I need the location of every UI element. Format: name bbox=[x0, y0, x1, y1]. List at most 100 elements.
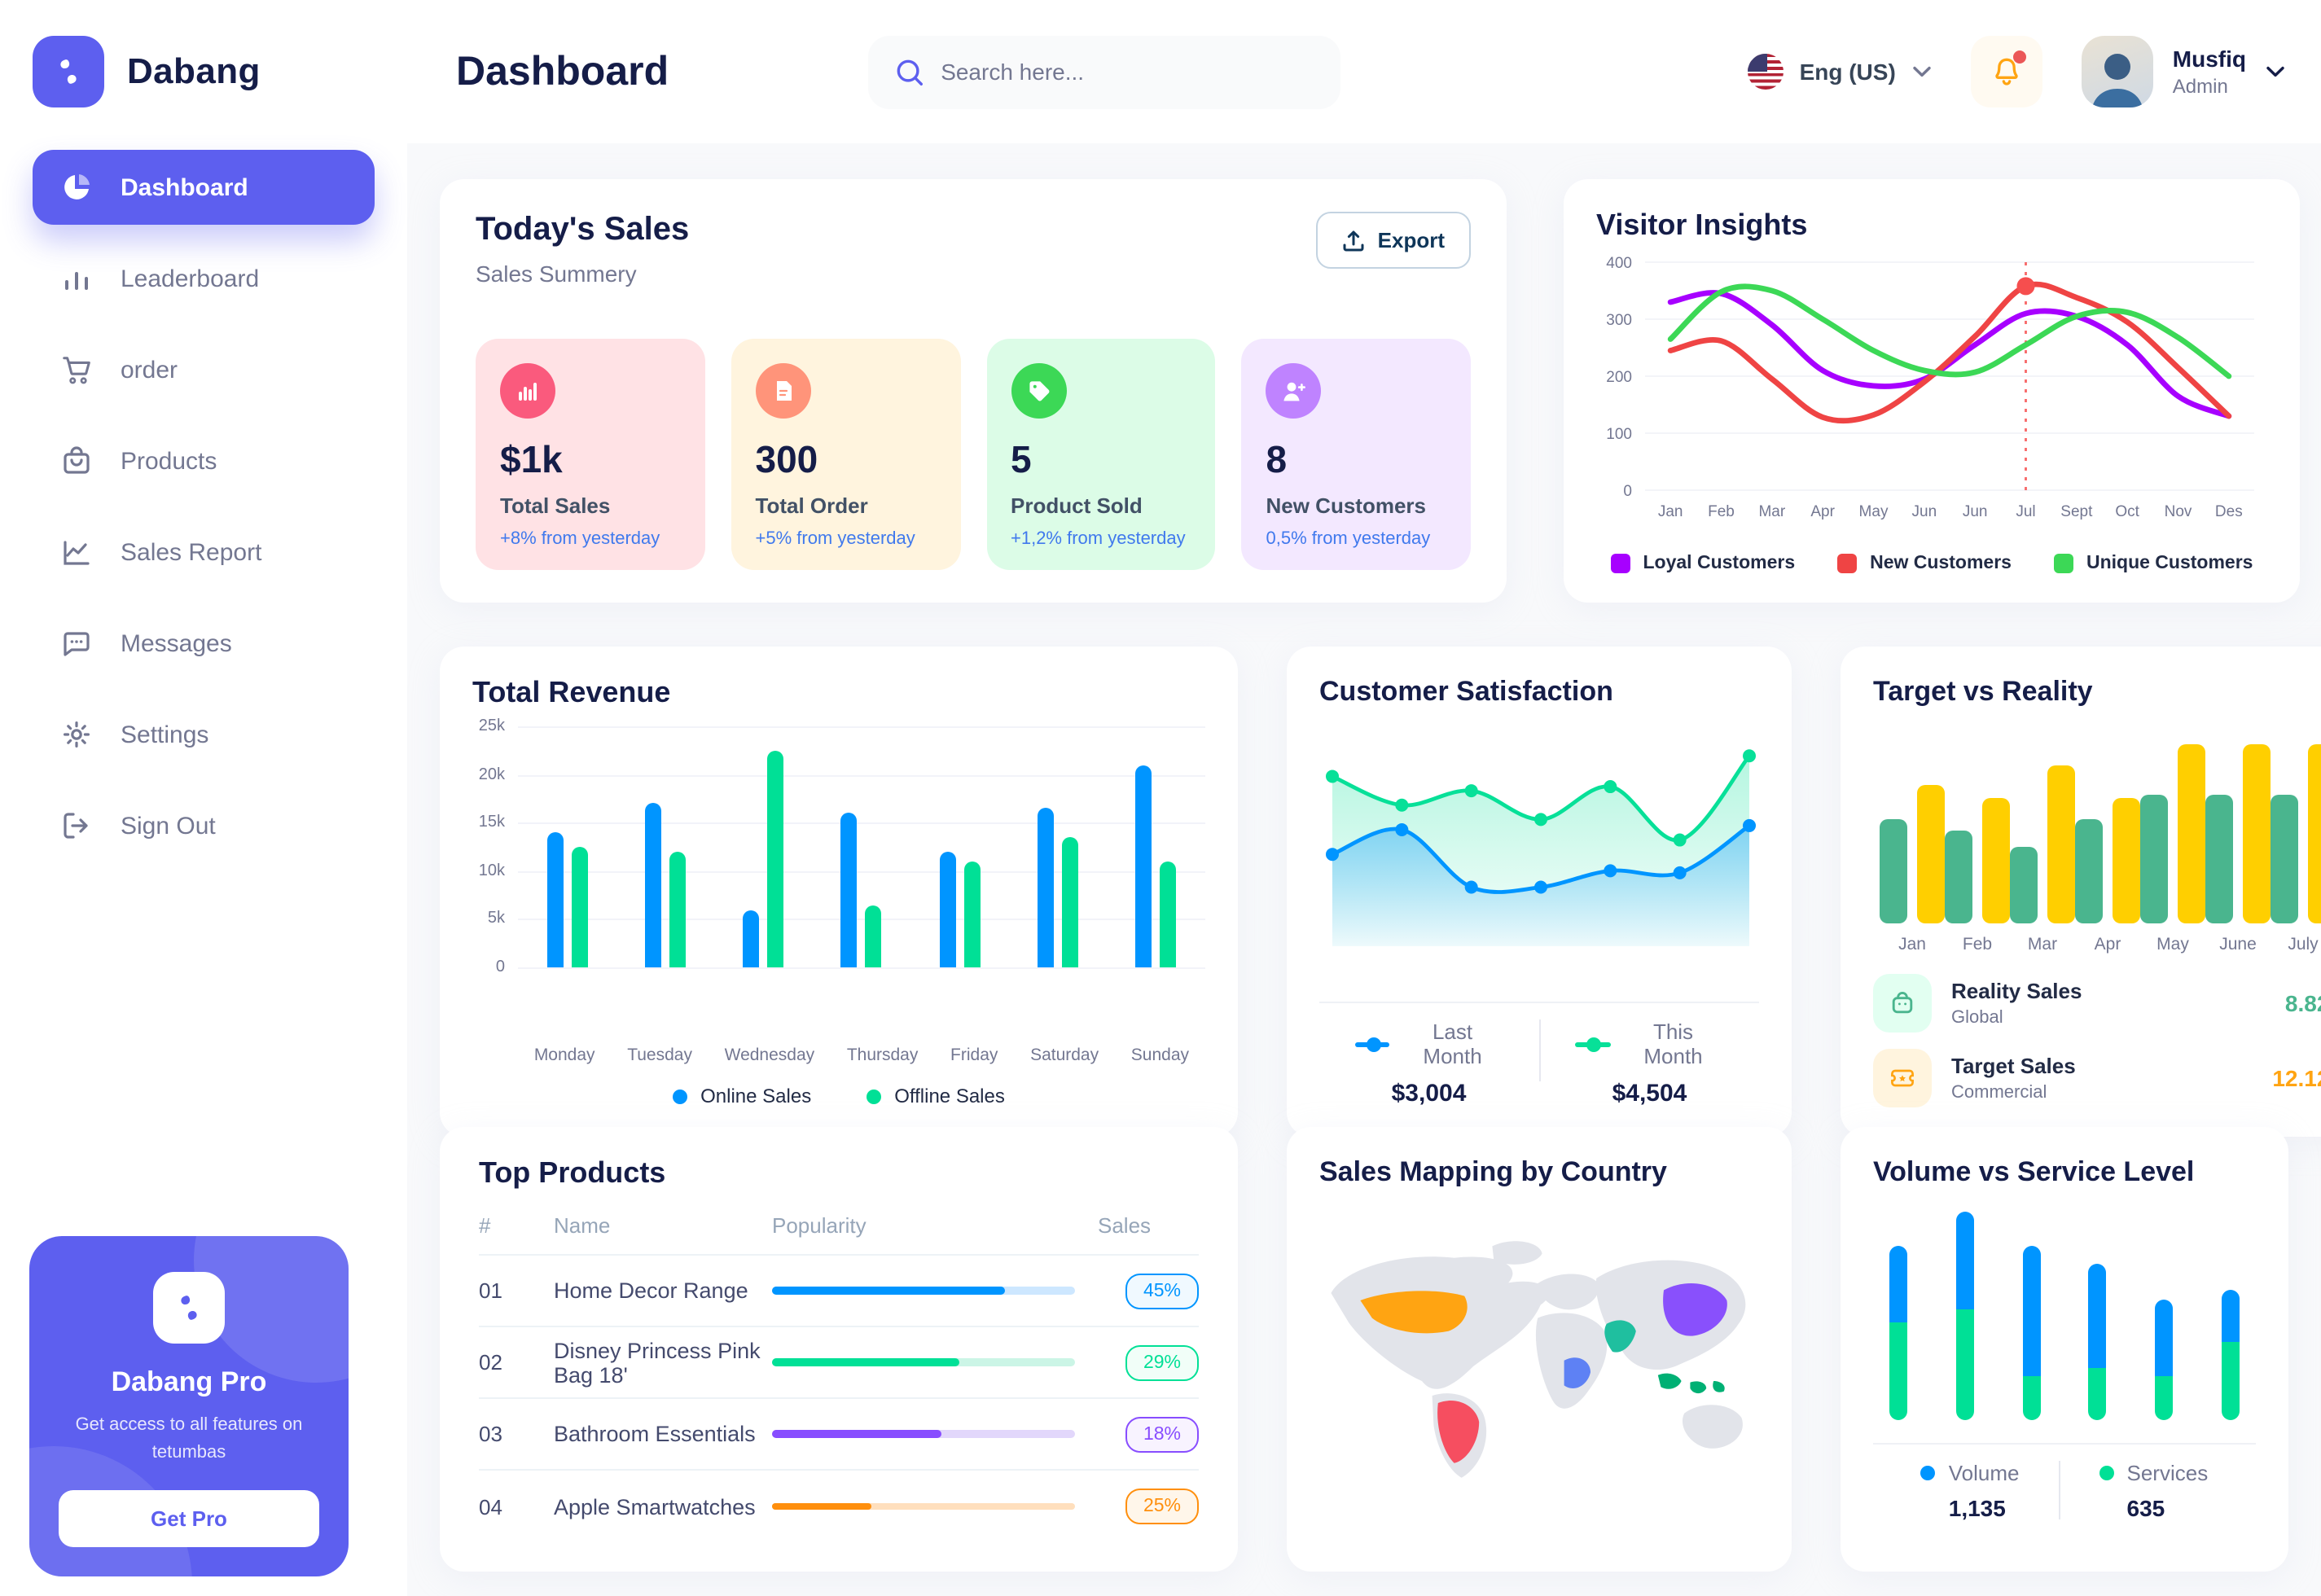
stacked-bar bbox=[2221, 1289, 2240, 1420]
top-products-card: Top Products # Name Popularity Sales 01 … bbox=[440, 1127, 1238, 1572]
pro-title: Dabang Pro bbox=[111, 1366, 267, 1397]
revenue-bar bbox=[743, 910, 760, 967]
legend-item: This Month $4,504 bbox=[1540, 1019, 1759, 1107]
get-pro-button[interactable]: Get Pro bbox=[59, 1490, 319, 1547]
chevron-down-icon bbox=[1913, 66, 1931, 77]
pro-upsell-card: Dabang Pro Get access to all features on… bbox=[29, 1235, 349, 1576]
svg-text:300: 300 bbox=[1606, 312, 1632, 329]
dabang-pro-logo-icon bbox=[153, 1271, 225, 1344]
cart-icon bbox=[59, 352, 94, 388]
revenue-bar bbox=[963, 861, 981, 967]
avatar bbox=[2081, 36, 2153, 107]
revenue-bar bbox=[1135, 765, 1152, 967]
stacked-bar bbox=[1955, 1212, 1974, 1420]
sidebar-item-order[interactable]: order bbox=[33, 332, 375, 407]
map-country-congo bbox=[1564, 1357, 1590, 1388]
stat-label: Product Sold bbox=[1011, 493, 1143, 518]
svg-text:Sept: Sept bbox=[2060, 503, 2093, 520]
receipt-icon bbox=[755, 363, 811, 419]
visitor-insights-legend: Loyal Customers New Customers Unique Custo… bbox=[1596, 554, 2267, 573]
target-vs-reality-xaxis: Jan Feb Mar Apr May June July bbox=[1898, 935, 2319, 954]
user-name: Musfiq bbox=[2172, 46, 2246, 72]
todays-sales-card: Today's Sales Sales Summery Export $1k T… bbox=[440, 179, 1507, 603]
svg-text:200: 200 bbox=[1606, 369, 1632, 386]
stat-delta: +5% from yesterday bbox=[755, 529, 915, 549]
message-icon bbox=[59, 625, 94, 661]
sidebar-item-sales-report[interactable]: Sales Report bbox=[33, 515, 375, 590]
target-bar bbox=[2205, 795, 2233, 923]
top-products-header: # Name Popularity Sales bbox=[479, 1213, 1199, 1256]
ticket-icon bbox=[1873, 1049, 1932, 1107]
sidebar-item-leaderboard[interactable]: Leaderboard bbox=[33, 241, 375, 316]
total-revenue-legend: Online Sales Offline Sales bbox=[472, 1085, 1205, 1107]
visitor-insights-chart: 0 100 200 300 400 Jan Feb Mar Apr May Jun Jun Jul Sep… bbox=[1596, 249, 2267, 550]
stat-card-product-sold: 5 Product Sold +1,2% from yesterday bbox=[986, 339, 1216, 570]
svg-text:Jun: Jun bbox=[1963, 503, 1988, 520]
language-label: Eng (US) bbox=[1799, 59, 1896, 85]
svg-text:400: 400 bbox=[1606, 255, 1632, 272]
sidebar-item-products[interactable]: Products bbox=[33, 423, 375, 498]
volume-vs-service-legend: Volume 1,135 Services 635 bbox=[1873, 1461, 2256, 1521]
todays-sales-subtitle: Sales Summery bbox=[476, 261, 637, 287]
visitor-insights-title: Visitor Insights bbox=[1596, 208, 1808, 241]
target-bar bbox=[2308, 743, 2321, 923]
user-menu[interactable]: Musfiq Admin bbox=[2081, 36, 2285, 107]
sales-mapping-title: Sales Mapping by Country bbox=[1319, 1156, 1667, 1187]
sales-badge: 29% bbox=[1125, 1344, 1199, 1380]
map-country-brazil bbox=[1437, 1400, 1480, 1462]
export-button[interactable]: Export bbox=[1315, 212, 1471, 269]
target-bar bbox=[2113, 797, 2140, 923]
stat-delta: +1,2% from yesterday bbox=[1011, 529, 1186, 549]
world-map bbox=[1319, 1189, 1759, 1542]
sales-badge: 25% bbox=[1125, 1489, 1199, 1524]
top-products-rows: 01 Home Decor Range 45% 02 Disney Princes… bbox=[479, 1256, 1199, 1542]
stacked-bar bbox=[2022, 1246, 2041, 1420]
notification-dot bbox=[2012, 50, 2026, 64]
legend-item: Unique Customers bbox=[2053, 554, 2253, 573]
notification-bell-button[interactable] bbox=[1970, 36, 2042, 107]
sidebar-item-settings[interactable]: Settings bbox=[33, 697, 375, 772]
stat-label: Total Order bbox=[755, 493, 868, 518]
user-role: Admin bbox=[2172, 75, 2228, 98]
volume-vs-service-title: Volume vs Service Level bbox=[1873, 1156, 2195, 1187]
bell-icon bbox=[1995, 58, 2018, 86]
stat-card-total-order: 300 Total Order +5% from yesterday bbox=[731, 339, 960, 570]
customer-satisfaction-chart bbox=[1319, 715, 1759, 992]
visitor-insights-card: Visitor Insights 0 100 200 300 400 Jan Feb Mar A… bbox=[1564, 179, 2300, 603]
target-bar bbox=[2047, 765, 2075, 923]
stat-cards: $1k Total Sales +8% from yesterday 300 T… bbox=[476, 339, 1471, 570]
tag-icon bbox=[1011, 363, 1066, 419]
volume-vs-service-chart bbox=[1873, 1212, 2256, 1420]
language-selector[interactable]: Eng (US) bbox=[1747, 54, 1932, 90]
pie-chart-icon bbox=[59, 169, 94, 205]
stat-label: Total Sales bbox=[500, 493, 611, 518]
stat-delta: 0,5% from yesterday bbox=[1266, 529, 1431, 549]
target-bar bbox=[2140, 795, 2168, 923]
revenue-bar bbox=[1038, 808, 1055, 967]
revenue-bar bbox=[1062, 837, 1079, 967]
search-input[interactable] bbox=[941, 59, 1314, 85]
map-country-china bbox=[1663, 1282, 1727, 1335]
sidebar-item-sign-out[interactable]: Sign Out bbox=[33, 788, 375, 863]
customer-satisfaction-title: Customer Satisfaction bbox=[1319, 676, 1613, 707]
bar-chart-icon bbox=[59, 261, 94, 296]
revenue-bar bbox=[571, 847, 588, 967]
customer-satisfaction-legend: Last Month $3,004 This Month $4,504 bbox=[1319, 1019, 1759, 1107]
target-vs-reality-title: Target vs Reality bbox=[1873, 676, 2093, 707]
volume-vs-service-card: Volume vs Service Level Volume 1,135 Servi… bbox=[1841, 1127, 2288, 1572]
total-revenue-chart bbox=[518, 726, 1205, 969]
sales-badge: 45% bbox=[1125, 1273, 1199, 1309]
svg-text:Feb: Feb bbox=[1708, 503, 1735, 520]
bar-graph-icon bbox=[500, 363, 555, 419]
stacked-bar bbox=[2155, 1300, 2174, 1420]
revenue-bar bbox=[767, 750, 784, 967]
sidebar-item-messages[interactable]: Messages bbox=[33, 606, 375, 681]
legend-item: New Customers bbox=[1837, 554, 2012, 573]
map-continents bbox=[1331, 1240, 1746, 1477]
target-bar bbox=[2075, 818, 2103, 923]
stat-value: $1k bbox=[500, 438, 563, 480]
svg-text:Mar: Mar bbox=[1758, 503, 1785, 520]
sidebar-item-dashboard[interactable]: Dashboard bbox=[33, 150, 375, 225]
